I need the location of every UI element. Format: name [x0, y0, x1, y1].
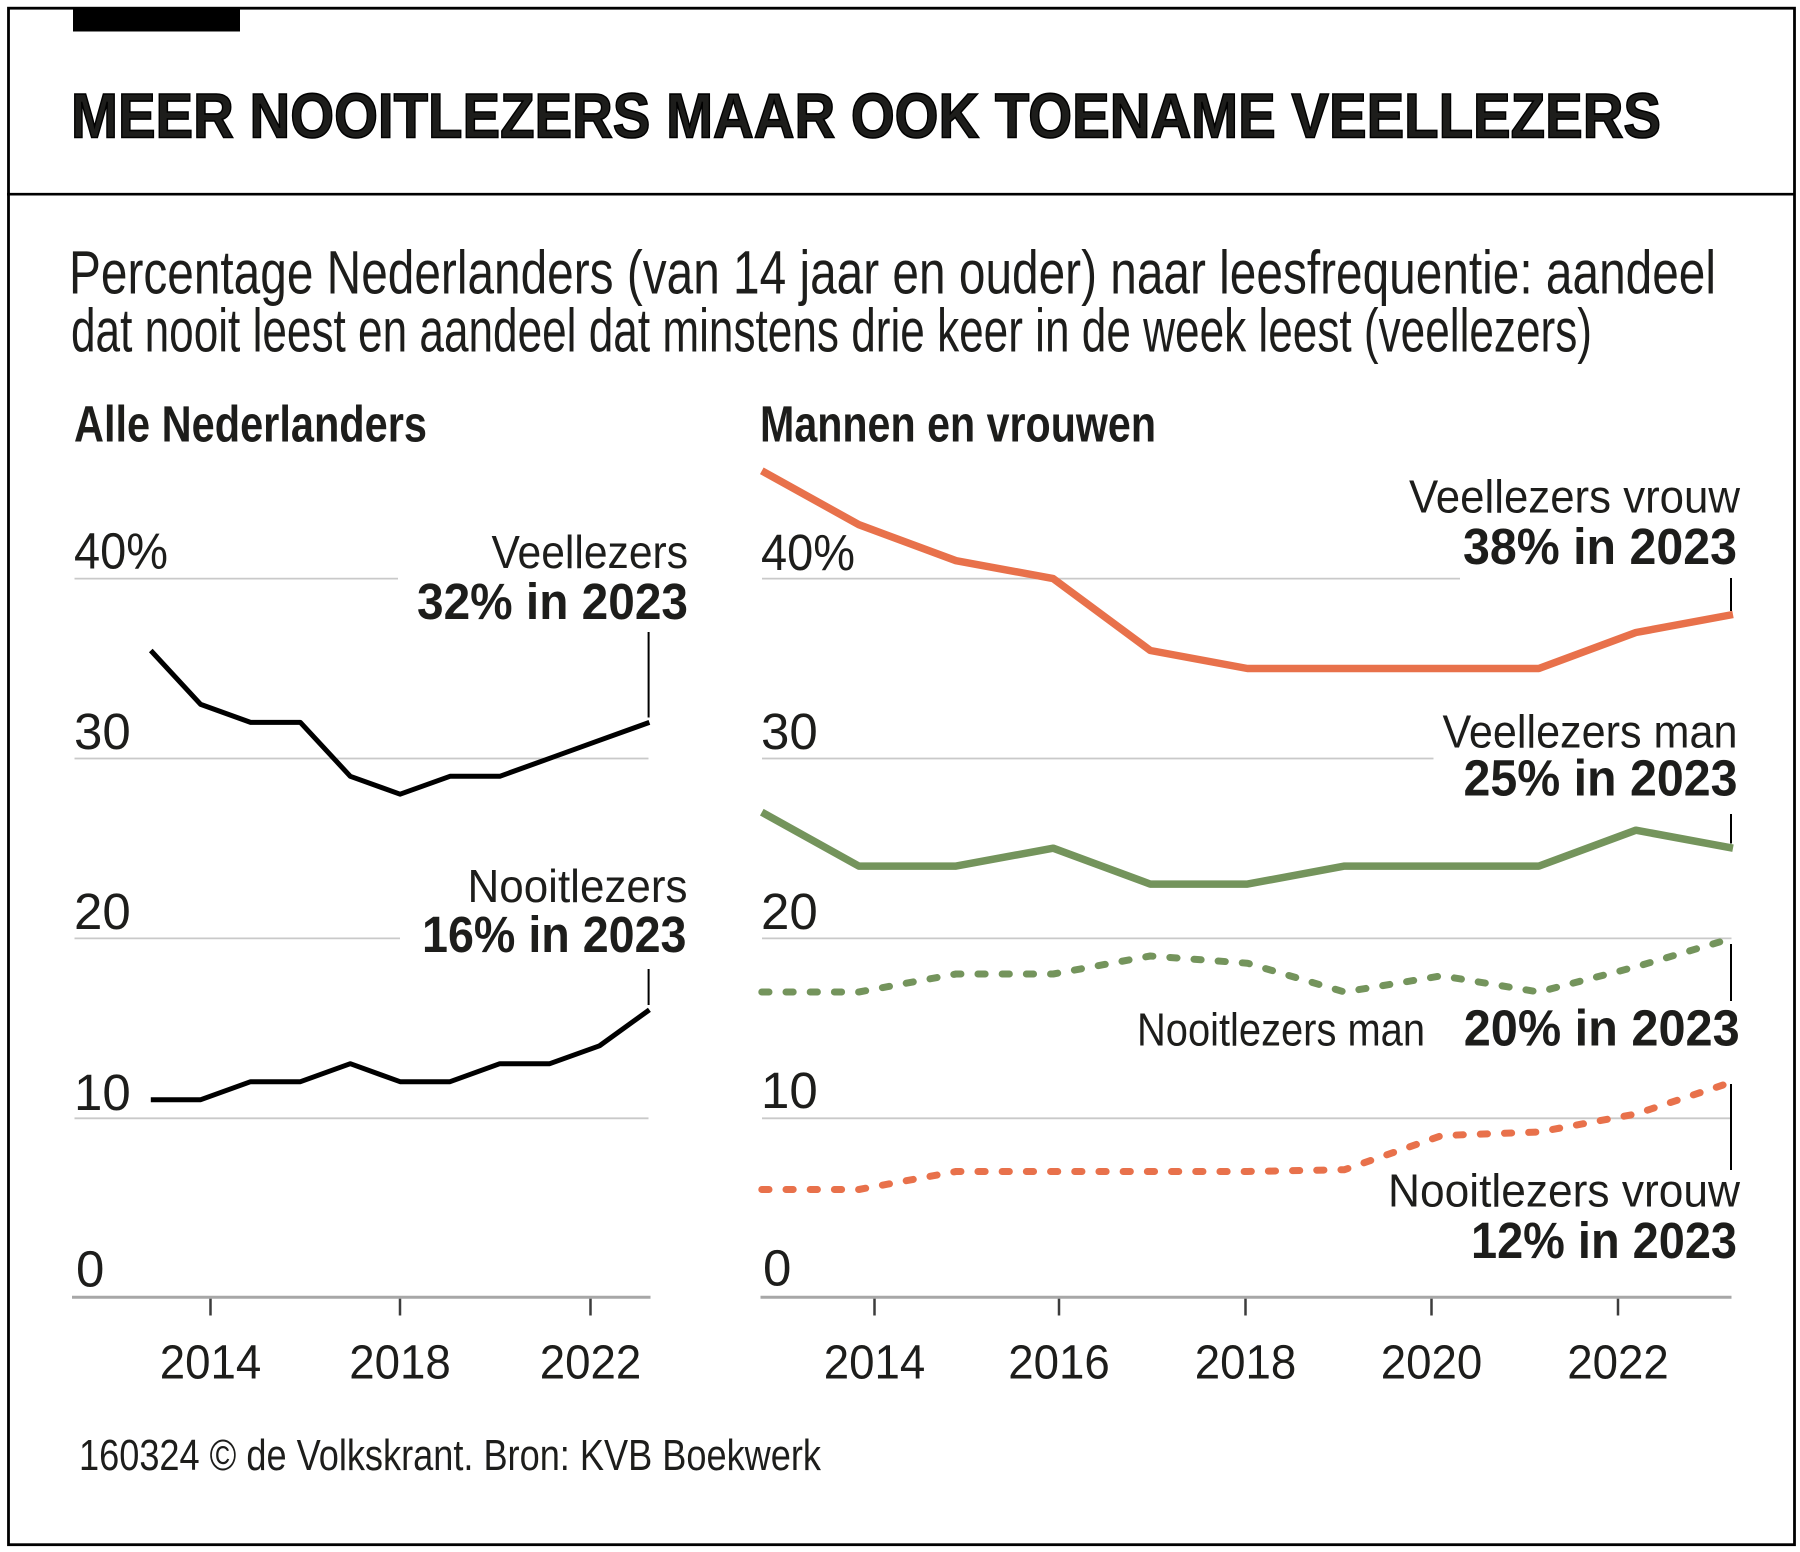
svg-text:2022: 2022	[540, 1337, 642, 1390]
svg-text:2018: 2018	[1195, 1337, 1297, 1390]
svg-text:2020: 2020	[1381, 1337, 1483, 1390]
svg-text:20: 20	[74, 883, 131, 940]
svg-text:20: 20	[761, 883, 818, 940]
svg-text:160324 © de Volkskrant. Bron:: 160324 © de Volkskrant. Bron: KVB Boekwe…	[79, 1432, 821, 1480]
svg-text:10: 10	[761, 1062, 818, 1119]
svg-text:Mannen en vrouwen: Mannen en vrouwen	[760, 396, 1156, 453]
svg-text:0: 0	[76, 1241, 104, 1298]
svg-text:Veellezers: Veellezers	[492, 526, 689, 578]
svg-text:2016: 2016	[1008, 1337, 1110, 1390]
svg-text:Veellezers man: Veellezers man	[1443, 706, 1738, 758]
svg-text:25% in 2023: 25% in 2023	[1464, 750, 1738, 807]
svg-text:10: 10	[74, 1064, 131, 1121]
svg-text:Percentage Nederlanders (van 1: Percentage Nederlanders (van 14 jaar en …	[69, 239, 1716, 307]
svg-text:2022: 2022	[1567, 1337, 1669, 1390]
svg-text:dat nooit leest en aandeel dat: dat nooit leest en aandeel dat minstens …	[71, 297, 1592, 365]
svg-text:0: 0	[763, 1240, 791, 1297]
svg-text:2018: 2018	[349, 1337, 451, 1390]
svg-text:Nooitlezers man: Nooitlezers man	[1137, 1004, 1425, 1056]
svg-text:Nooitlezers: Nooitlezers	[468, 860, 688, 912]
svg-text:2014: 2014	[160, 1337, 262, 1390]
svg-text:40%: 40%	[761, 524, 855, 581]
svg-text:38% in 2023: 38% in 2023	[1463, 518, 1737, 575]
svg-text:30: 30	[761, 703, 818, 760]
svg-text:Nooitlezers vrouw: Nooitlezers vrouw	[1388, 1165, 1740, 1217]
svg-text:Alle Nederlanders: Alle Nederlanders	[74, 396, 427, 453]
svg-text:30: 30	[74, 703, 131, 760]
svg-text:2014: 2014	[824, 1337, 926, 1390]
svg-text:Veellezers vrouw: Veellezers vrouw	[1409, 471, 1740, 523]
svg-text:12% in 2023: 12% in 2023	[1471, 1212, 1737, 1269]
svg-text:32% in 2023: 32% in 2023	[417, 573, 688, 630]
svg-text:40%: 40%	[74, 523, 168, 580]
svg-text:16% in 2023: 16% in 2023	[422, 906, 687, 963]
svg-text:MEER NOOITLEZERS MAAR OOK TOEN: MEER NOOITLEZERS MAAR OOK TOENAME VEELLE…	[71, 82, 1661, 152]
svg-text:20% in 2023: 20% in 2023	[1464, 1000, 1740, 1057]
